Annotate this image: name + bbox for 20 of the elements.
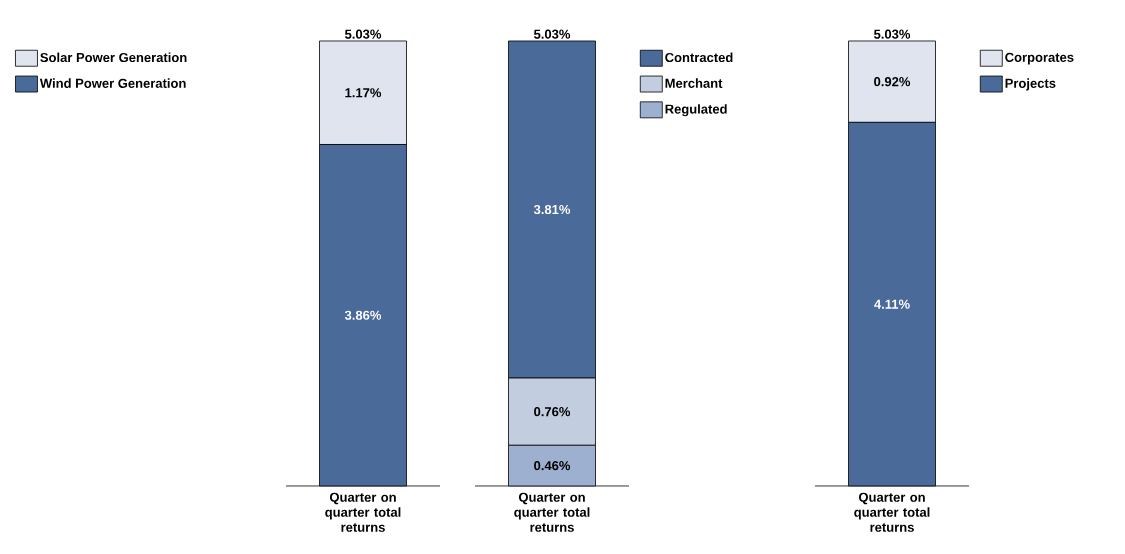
data-label: 3.86% <box>344 310 382 320</box>
x-tick-label: Quarter on quarter total returns <box>514 492 590 532</box>
x-tick-label: Quarter on quarter total returns <box>854 492 930 532</box>
data-label: 0.46% <box>534 461 571 471</box>
legend-label: Contracted <box>665 52 733 63</box>
data-label: 0.76% <box>534 407 571 417</box>
data-label: 3.81% <box>533 204 571 215</box>
data-label: 1.17% <box>345 88 382 98</box>
total-label: 5.03% <box>873 29 911 39</box>
legend-label: Merchant <box>665 78 723 88</box>
legend-label: Regulated <box>665 104 727 117</box>
legend-label: Corporates <box>1005 52 1074 65</box>
data-label: 0.92% <box>874 77 911 87</box>
legend-label: Solar Power Generation <box>40 52 187 63</box>
legend-label: Projects <box>1005 78 1056 91</box>
total-label: 5.03% <box>533 29 571 39</box>
data-label: 4.11% <box>874 299 910 309</box>
x-tick-label: Quarter on quarter total returns <box>325 492 401 532</box>
legend-label: Wind Power Generation <box>39 78 186 88</box>
total-label: 5.03% <box>344 29 382 39</box>
